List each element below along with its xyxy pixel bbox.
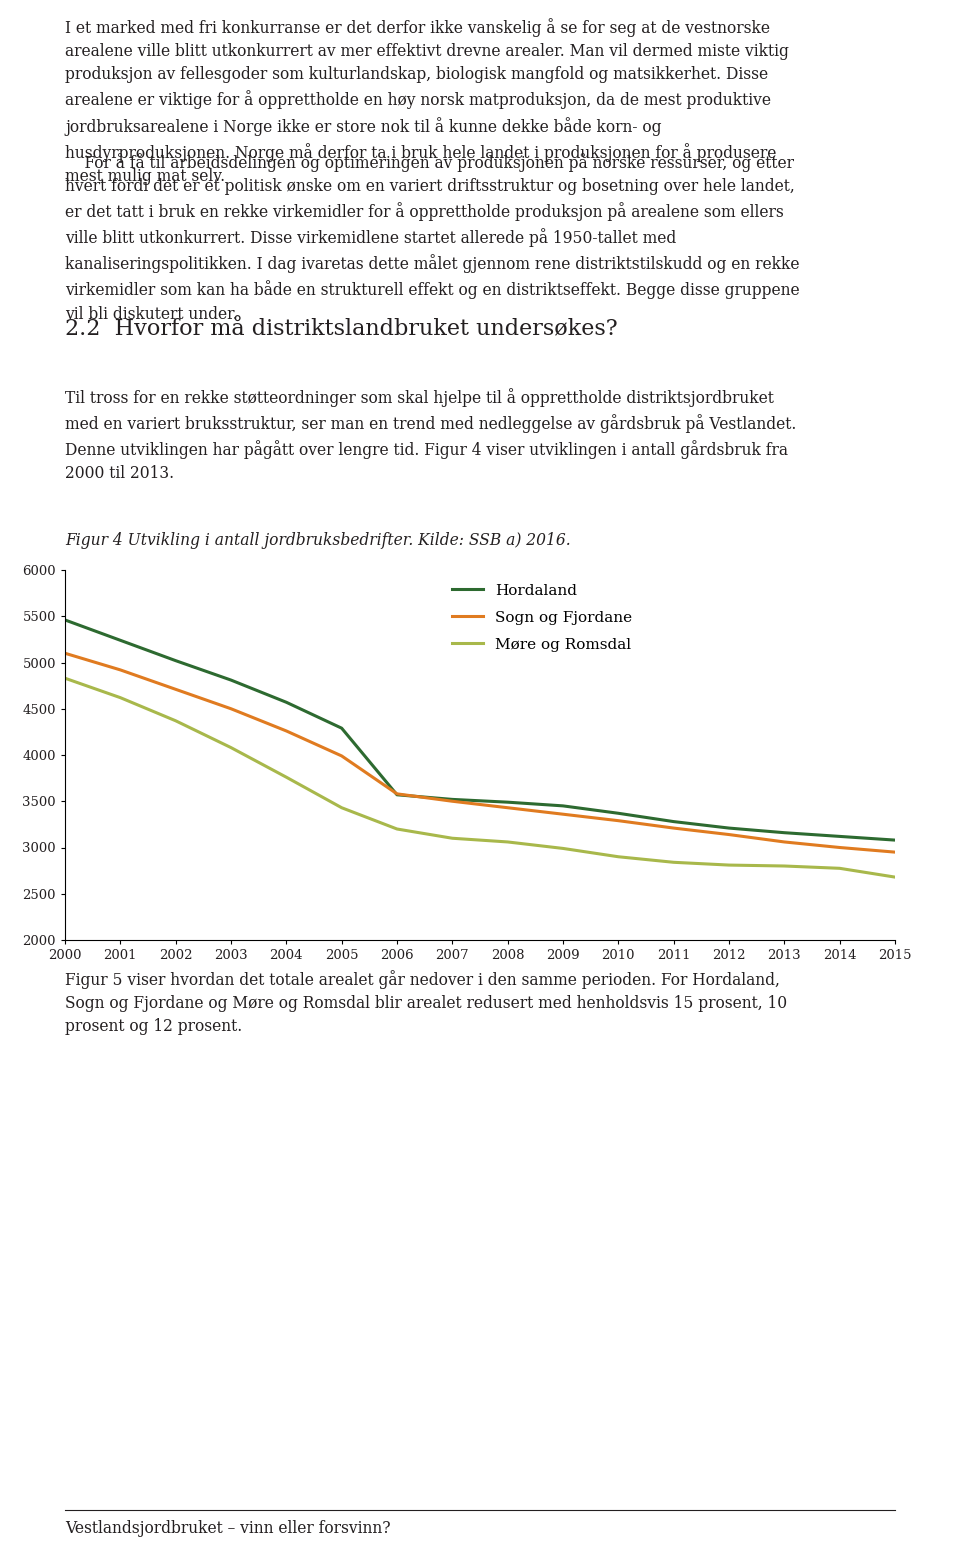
Text: I et marked med fri konkurranse er det derfor ikke vanskelig å se for seg at de : I et marked med fri konkurranse er det d… <box>65 19 789 185</box>
Text: Figur 4 Utvikling i antall jordbruksbedrifter. Kilde: SSB a) 2016.: Figur 4 Utvikling i antall jordbruksbedr… <box>65 532 571 550</box>
Text: Figur 5 viser hvordan det totale arealet går nedover i den samme perioden. For H: Figur 5 viser hvordan det totale arealet… <box>65 970 787 1035</box>
Text: Til tross for en rekke støtteordninger som skal hjelpe til å opprettholde distri: Til tross for en rekke støtteordninger s… <box>65 388 797 483</box>
Legend: Hordaland, Sogn og Fjordane, Møre og Romsdal: Hordaland, Sogn og Fjordane, Møre og Rom… <box>446 578 638 659</box>
Text: 2.2  Hvorfor må distriktslandbruket undersøkes?: 2.2 Hvorfor må distriktslandbruket under… <box>65 318 618 339</box>
Text: For å få til arbeidsdelingen og optimeringen av produksjonen på norske ressurser: For å få til arbeidsdelingen og optimeri… <box>65 153 800 322</box>
Text: Vestlandsjordbruket – vinn eller forsvinn?: Vestlandsjordbruket – vinn eller forsvin… <box>65 1520 391 1537</box>
